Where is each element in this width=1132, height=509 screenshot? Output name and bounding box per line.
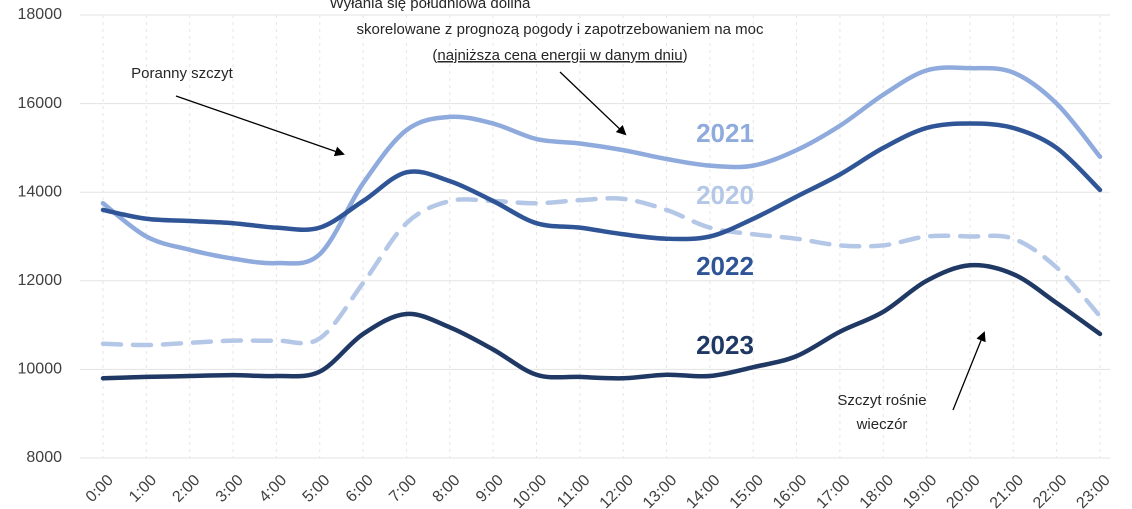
x-tick-label: 10:00: [510, 472, 550, 509]
series-line: [100, 121, 1103, 242]
x-tick-label: 11:00: [554, 472, 594, 509]
annotation: Poranny szczyt: [131, 65, 234, 82]
annotation: Wyłania się południowa dolina: [330, 0, 531, 12]
x-tick-label: 17:00: [813, 472, 853, 509]
arrow: [559, 71, 627, 136]
y-tick-label: 18000: [18, 6, 63, 23]
x-tick-label: 14:00: [683, 472, 723, 509]
x-tick-label: 8:00: [430, 472, 464, 506]
annotation: skorelowane z prognozą pogody i zapotrze…: [357, 21, 764, 38]
x-tick-label: 2:00: [169, 472, 203, 506]
y-tick-label: 10000: [18, 361, 63, 378]
series-label: 2023: [696, 330, 754, 360]
x-tick-label: 13:00: [640, 472, 680, 509]
x-tick-label: 22:00: [1030, 472, 1070, 509]
y-tick-label: 14000: [18, 183, 63, 200]
grid: [80, 14, 1110, 459]
series-label: 2022: [696, 251, 754, 281]
x-tick-label: 0:00: [83, 472, 117, 506]
y-tick-label: 16000: [18, 95, 63, 112]
x-tick-label: 15:00: [727, 472, 767, 509]
series-line: [100, 65, 1103, 266]
annotation: (najniższa cena energii w danym dniu): [432, 47, 687, 64]
x-tick-label: 12:00: [597, 472, 637, 509]
y-tick-label: 12000: [18, 272, 63, 289]
y-tick-label: 8000: [26, 449, 62, 466]
series-line: [100, 262, 1103, 381]
x-tick-label: 21:00: [987, 472, 1027, 509]
x-tick-label: 7:00: [386, 472, 420, 506]
annotation-part: (: [432, 47, 437, 64]
x-tick-label: 1:00: [126, 472, 160, 506]
x-tick-label: 19:00: [900, 472, 940, 509]
lines: [100, 65, 1103, 381]
annotation: wieczór: [856, 416, 908, 433]
x-tick-label: 3:00: [213, 472, 247, 506]
x-tick-label: 16:00: [770, 472, 810, 509]
arrow: [952, 331, 986, 411]
annotation-part: najniższa cena energii w danym dniu: [437, 47, 682, 64]
x-tick-label: 6:00: [343, 472, 377, 506]
x-tick-label: 9:00: [473, 472, 507, 506]
annotation-part: ): [683, 47, 688, 64]
x-tick-label: 20:00: [943, 472, 983, 509]
series-label: 2021: [696, 118, 754, 148]
series-line: [100, 196, 1103, 348]
x-tick-label: 18:00: [857, 472, 897, 509]
series-label: 2020: [696, 180, 754, 210]
annotation: Szczyt rośnie: [837, 392, 926, 409]
x-tick-label: 4:00: [256, 472, 290, 506]
x-tick-label: 5:00: [300, 472, 334, 506]
x-tick-label: 23:00: [1073, 472, 1113, 509]
arrow: [175, 95, 345, 157]
